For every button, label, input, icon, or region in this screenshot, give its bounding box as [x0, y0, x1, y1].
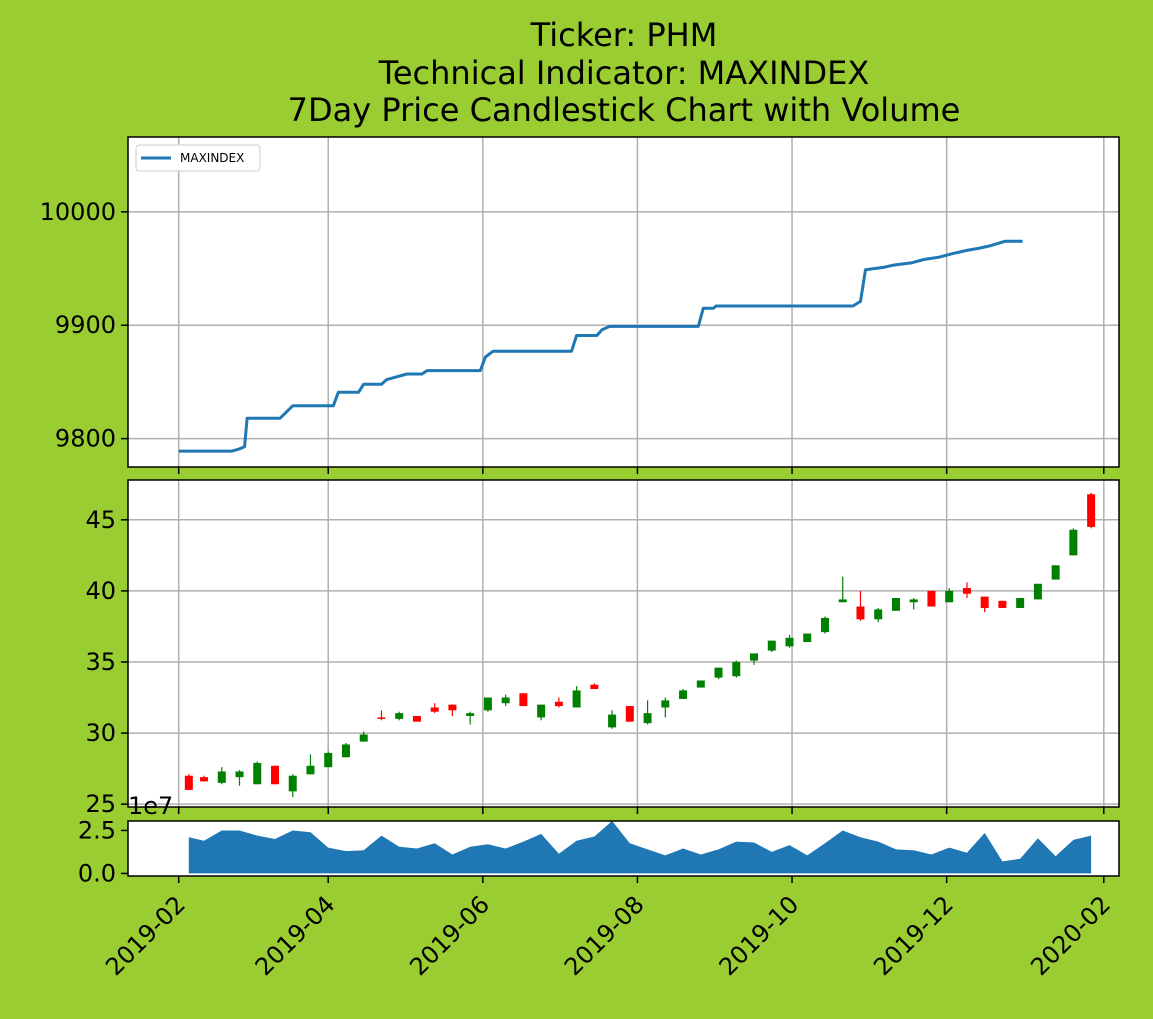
candle-body — [891, 598, 900, 611]
title-line-2: Technical Indicator: MAXINDEX — [378, 54, 869, 92]
y-tick-label: 45 — [85, 506, 116, 534]
y-tick-label: 40 — [85, 577, 116, 605]
y-tick-label: 25 — [85, 790, 116, 818]
candle-body — [519, 693, 528, 707]
volume-marks — [188, 821, 1092, 874]
candle-body — [412, 716, 421, 722]
candle-body — [980, 596, 989, 608]
candle-body — [750, 653, 759, 661]
candle-body — [732, 661, 741, 677]
candle-body — [1069, 529, 1078, 556]
candle-body — [253, 762, 262, 785]
title-line-3: 7Day Price Candlestick Chart with Volume — [288, 91, 961, 129]
indicator-x-tickmarks — [177, 467, 1105, 474]
candle-body — [341, 744, 350, 758]
indicator-frame — [127, 136, 1120, 468]
volume-scale-label: 1e7 — [128, 792, 173, 820]
candle-body — [945, 590, 954, 603]
candle-body — [696, 680, 705, 688]
legend: MAXINDEX — [135, 144, 261, 172]
title-line-1: Ticker: PHM — [530, 16, 718, 54]
candle-body — [820, 617, 829, 633]
candle-body — [537, 704, 546, 718]
candle-body — [874, 609, 883, 620]
indicator-grid — [128, 137, 1119, 467]
y-tick-label: 2.5 — [78, 816, 116, 844]
candle-body — [501, 697, 510, 704]
y-tick-label: 30 — [85, 719, 116, 747]
candle-body — [625, 706, 634, 722]
price-y-ticks: 25 30 35 40 45 — [85, 506, 128, 818]
price-panel: 25 30 35 40 45 — [85, 479, 1120, 818]
candle-body — [785, 637, 794, 647]
indicator-y-ticks: 9800 9900 10000 — [40, 198, 128, 453]
candle-body — [1016, 598, 1025, 608]
candle-body — [714, 667, 723, 678]
candle-body — [1033, 583, 1042, 600]
candle-body — [856, 606, 865, 620]
candle-body — [661, 700, 670, 708]
indicator-panel: 9800 9900 10000 MAXINDEX — [40, 136, 1120, 474]
legend-box — [135, 144, 261, 172]
candle-body — [184, 775, 193, 790]
candle-body — [1051, 565, 1060, 580]
candle-body — [554, 701, 563, 707]
candle-body — [1087, 494, 1096, 527]
y-tick-label: 35 — [85, 648, 116, 676]
legend-label: MAXINDEX — [180, 151, 244, 165]
indicator-plot-area — [128, 137, 1119, 467]
candle-body — [377, 717, 386, 719]
candle-body — [217, 771, 226, 783]
y-tick-label: 9900 — [55, 311, 116, 339]
candle-body — [306, 765, 315, 775]
candle-body — [448, 704, 457, 711]
candle-body — [998, 600, 1007, 608]
candle-body — [962, 588, 971, 594]
candle-body — [643, 713, 652, 724]
price-marks — [184, 492, 1096, 798]
price-frame — [127, 479, 1120, 808]
price-plot-area — [128, 480, 1119, 807]
candle-body — [909, 599, 918, 603]
candle-body — [679, 690, 688, 699]
candle-body — [200, 777, 209, 782]
candle-body — [483, 697, 492, 711]
candle-body — [359, 734, 368, 742]
candle-body — [838, 599, 847, 603]
candle-body — [803, 633, 812, 643]
y-tick-label: 10000 — [40, 198, 116, 226]
price-x-tickmarks — [177, 807, 1105, 814]
volume-frame — [127, 820, 1120, 877]
candle-body — [608, 714, 617, 728]
maxindex-line — [178, 239, 1023, 453]
candle-body — [395, 713, 404, 719]
candle-body — [767, 640, 776, 651]
candle-body — [235, 771, 244, 778]
candle-body — [288, 775, 297, 792]
volume-area — [188, 821, 1092, 874]
candle-body — [590, 684, 599, 689]
y-tick-label: 0.0 — [78, 859, 116, 887]
candle-body — [430, 707, 439, 712]
candle-body — [466, 713, 475, 717]
candle-body — [927, 590, 936, 607]
y-tick-label: 9800 — [55, 425, 116, 453]
candle-body — [572, 690, 581, 708]
candle-body — [271, 765, 280, 785]
candle-body — [324, 752, 333, 768]
indicator-marks — [178, 239, 1023, 453]
volume-y-ticks: 0.0 2.5 — [78, 816, 128, 887]
